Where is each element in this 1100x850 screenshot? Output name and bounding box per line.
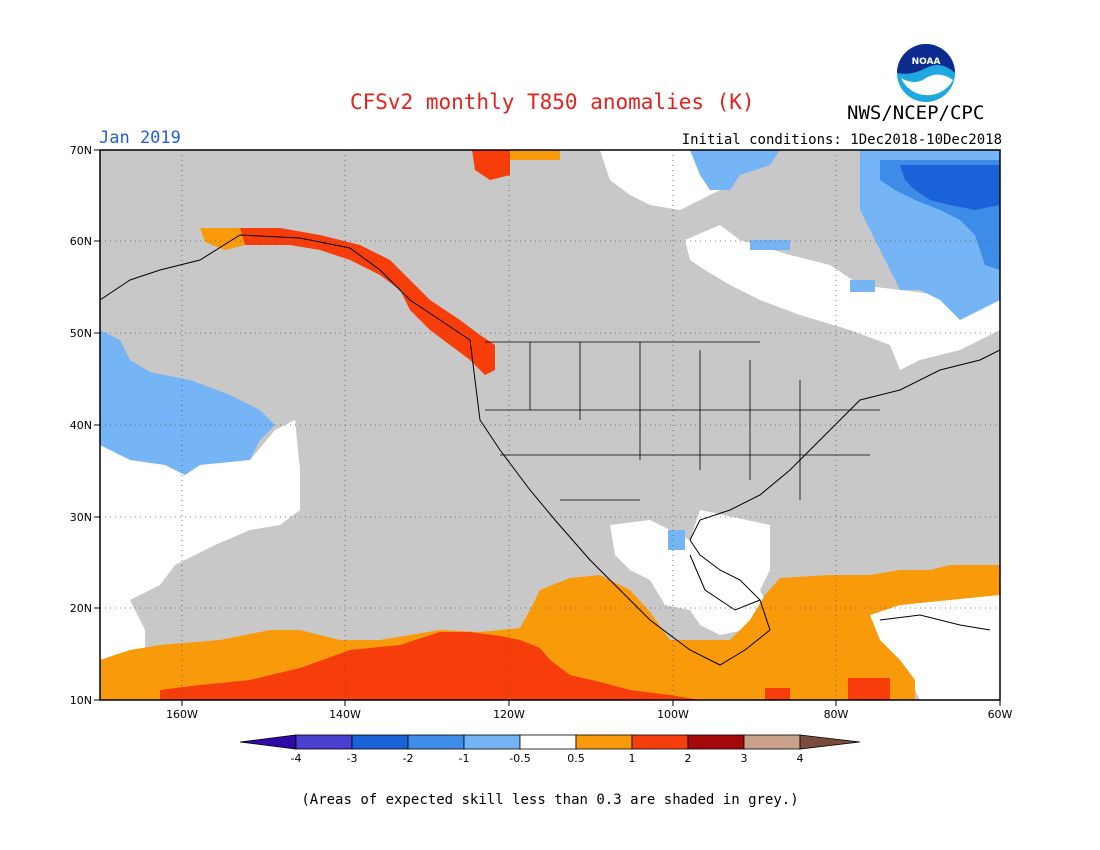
colorbar-label: -2 [403, 752, 414, 765]
colorbar-label: -4 [291, 752, 302, 765]
lon-label: 100W [657, 708, 689, 721]
org-label: NWS/NCEP/CPC [847, 102, 985, 124]
colorbar [239, 734, 861, 750]
colorbar-swatch [575, 734, 633, 750]
colorbar-swatch [295, 734, 353, 750]
colorbar-swatch [519, 734, 577, 750]
colorbar-label: 2 [685, 752, 692, 765]
coastlines [100, 234, 1000, 666]
initial-conditions: Initial conditions: 1Dec2018-10Dec2018 [681, 132, 1002, 148]
tick-marks [94, 149, 1001, 706]
lon-labels: 160W 140W 120W 100W 80W 60W [166, 708, 1012, 721]
political-borders [485, 341, 880, 501]
colorbar-swatch [351, 734, 409, 750]
lat-label: 20N [70, 602, 92, 615]
lat-label: 70N [70, 144, 92, 157]
lat-labels: 70N 60N 50N 40N 30N 20N 10N [70, 144, 92, 707]
map-title: CFSv2 monthly T850 anomalies (K) [350, 90, 755, 114]
colorbar-label: 0.5 [567, 752, 585, 765]
colorbar-swatch [239, 734, 297, 750]
colorbar-swatch [687, 734, 745, 750]
lon-label: 140W [329, 708, 361, 721]
skill-footnote: (Areas of expected skill less than 0.3 a… [301, 792, 799, 808]
lon-label: 80W [824, 708, 849, 721]
colorbar-label: -3 [347, 752, 358, 765]
lat-label: 60N [70, 235, 92, 248]
lon-label: 160W [166, 708, 198, 721]
lat-label: 10N [70, 694, 92, 707]
strong-warm-regions [160, 150, 890, 700]
colorbar-swatch [743, 734, 801, 750]
colorbar-label: 3 [741, 752, 748, 765]
colorbar-swatch [463, 734, 521, 750]
lat-label: 30N [70, 511, 92, 524]
colorbar-labels: -4 -3 -2 -1 -0.5 0.5 1 2 3 4 [291, 752, 804, 765]
lon-label: 60W [988, 708, 1013, 721]
noaa-logo-icon: NOAA [895, 42, 957, 108]
colorbar-label: 4 [797, 752, 804, 765]
forecast-month: Jan 2019 [99, 128, 181, 148]
lat-label: 50N [70, 327, 92, 340]
colorbar-swatch [407, 734, 465, 750]
colorbar-label: -1 [459, 752, 470, 765]
lon-label: 120W [493, 708, 525, 721]
graticule [100, 150, 1000, 700]
logo-text: NOAA [912, 57, 941, 67]
colorbar-swatch [799, 734, 861, 750]
colorbar-label: -0.5 [509, 752, 530, 765]
strong-cool-regions [900, 165, 1000, 210]
colorbar-swatch [631, 734, 689, 750]
colorbar-label: 1 [629, 752, 636, 765]
lat-label: 40N [70, 419, 92, 432]
